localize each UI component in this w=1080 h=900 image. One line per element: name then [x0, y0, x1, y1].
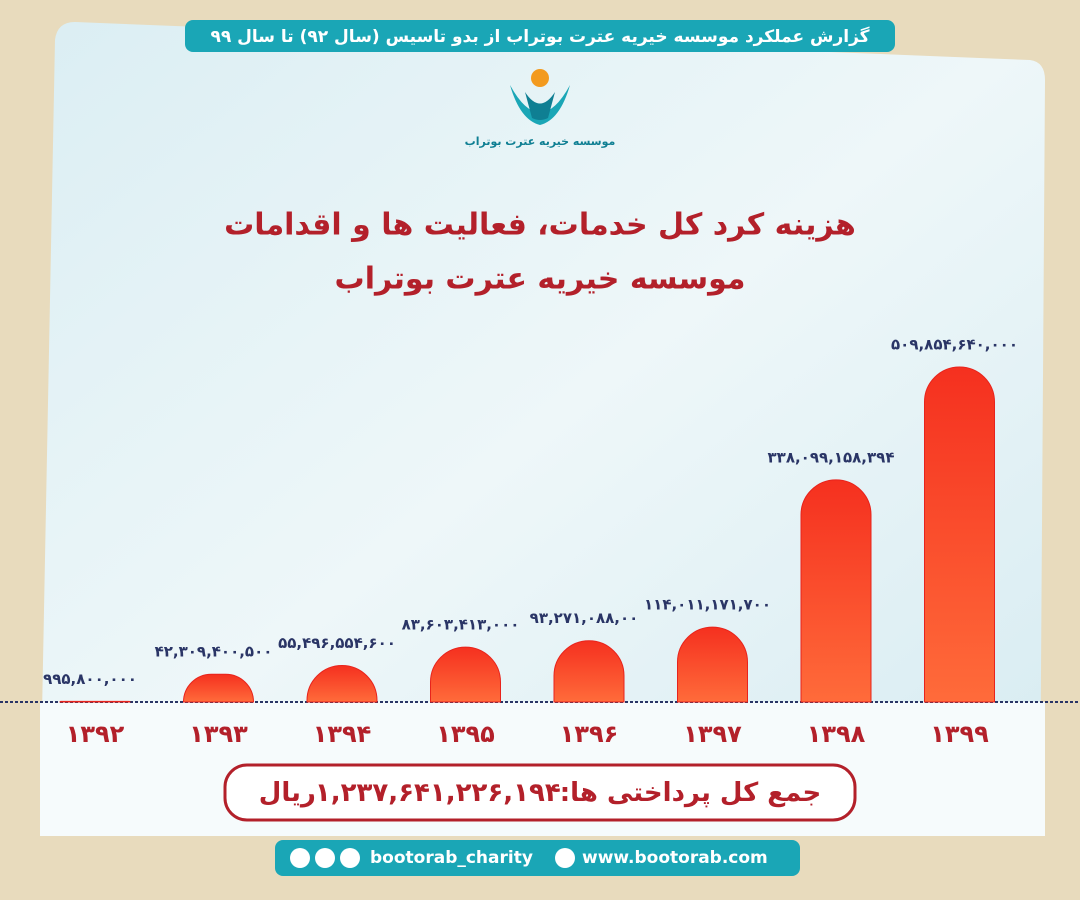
footer-website: www.bootorab.com [582, 848, 768, 868]
value-label: ۳۳۸,۰۹۹,۱۵۸,۳۹۴ [768, 448, 895, 466]
total-label: جمع کل پرداختی ها: [560, 778, 821, 808]
x-tick-label: ۱۳۹۹ [930, 720, 989, 748]
total-box [223, 763, 857, 822]
x-tick-label: ۱۳۹۸ [807, 720, 866, 748]
footer-bar [275, 840, 800, 876]
bar [677, 626, 748, 703]
value-label: ۱۱۴,۰۱۱,۱۷۱,۷۰۰ [644, 596, 771, 614]
x-tick-label: ۱۳۹۴ [313, 720, 372, 748]
bar [59, 700, 131, 703]
logo [510, 69, 570, 125]
bar [800, 479, 872, 703]
footer-social: bootorab_charity [370, 848, 533, 868]
footer-icons [290, 848, 575, 868]
bar [182, 673, 255, 703]
header-bar [185, 20, 895, 52]
total-unit: ریال [259, 778, 316, 808]
total-value: ۱,۲۳۷,۶۴۱,۲۲۶,۱۹۴ [315, 778, 561, 808]
x-tick-label: ۱۳۹۵ [436, 720, 495, 748]
value-label: ۹۳,۲۷۱,۰۸۸,۰۰ [530, 609, 639, 627]
value-label: ۵۵,۴۹۶,۵۵۴,۶۰۰ [278, 634, 396, 652]
logo-text: موسسه خیریه عترت بوتراب [465, 135, 616, 148]
total: جمع کل پرداختی ها: ۱,۲۳۷,۶۴۱,۲۲۶,۱۹۴ ریا… [259, 778, 821, 808]
bar [306, 665, 378, 703]
bar [924, 366, 995, 703]
bars: ۱۳۹۲ ۹۹۵,۸۰۰,۰۰۰ ۱۳۹۳ ۴۲,۳۰۹,۴۰۰,۵۰۰ ۱۳۹۴ ۵۵,… [43, 336, 1018, 749]
header-title: گزارش عملکرد موسسه خیریه عترت بوتراب از … [210, 26, 869, 47]
x-tick-label: ۱۳۹۲ [66, 720, 125, 748]
value-label: ۹۹۵,۸۰۰,۰۰۰ [43, 670, 137, 688]
value-label: ۴۲,۳۰۹,۴۰۰,۵۰۰ [155, 643, 273, 661]
x-tick-label: ۱۳۹۶ [560, 720, 619, 748]
x-tick-label: ۱۳۹۷ [683, 720, 742, 748]
bar [553, 640, 625, 703]
value-label: ۸۳,۶۰۳,۴۱۳,۰۰۰ [402, 616, 520, 634]
card [40, 22, 1045, 836]
chart-title: هزینه کرد کل خدمات، فعالیت ها و اقدامات [224, 208, 856, 243]
chart-subtitle: موسسه خیریه عترت بوتراب [335, 262, 746, 297]
value-label: ۵۰۹,۸۵۴,۶۴۰,۰۰۰ [891, 336, 1018, 354]
bar [430, 646, 501, 703]
x-tick-label: ۱۳۹۳ [189, 720, 248, 748]
